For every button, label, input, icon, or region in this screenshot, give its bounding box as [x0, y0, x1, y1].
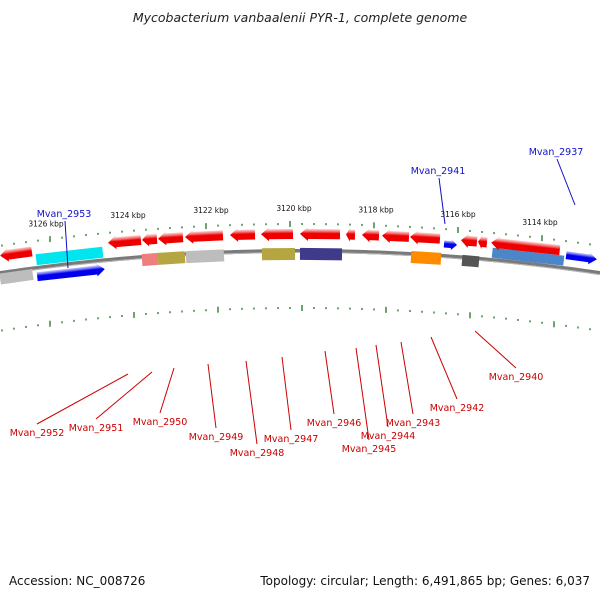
leader-line-Mvan_2946: [324, 350, 335, 415]
cog-box-forward-unlabeled: [491, 247, 565, 266]
leader-line-Mvan_2937: [556, 158, 576, 206]
leader-line-Mvan_2950: [159, 367, 175, 414]
genome-backbone: [0, 248, 600, 276]
gene-label-Mvan_2943: Mvan_2943: [386, 418, 441, 429]
gene-label-Mvan_2949: Mvan_2949: [189, 432, 244, 443]
genome-title: Mycobacterium vanbaalenii PYR-1, complet…: [132, 10, 468, 25]
scale-label: 3124 kbp: [110, 211, 146, 220]
forward-scale-ticks: [1, 221, 591, 247]
scale-label: 3118 kbp: [358, 205, 394, 214]
gene-arrow-Mvan_2951-1: [108, 235, 142, 250]
gene-label-Mvan_2947: Mvan_2947: [264, 434, 319, 445]
reverse-scale-ticks: [1, 305, 591, 332]
cog-box-Mvan_2952: [0, 269, 34, 285]
cog-box-Mvan_2953: [35, 246, 104, 266]
cog-box-Mvan_2942: [410, 250, 442, 265]
gene-label-Mvan_2948: Mvan_2948: [230, 448, 285, 459]
leader-line-Mvan_2951: [95, 371, 153, 420]
leader-line-Mvan_2952: [36, 373, 129, 425]
gene-label-Mvan_2951: Mvan_2951: [69, 423, 124, 434]
gene-label-Mvan_2946: Mvan_2946: [307, 418, 362, 429]
gene-arrow-Mvan_2941: [443, 239, 457, 251]
leader-line-Mvan_2945: [355, 347, 370, 441]
gene-label-Mvan_2940: Mvan_2940: [489, 372, 544, 383]
gene-label-Mvan_2944: Mvan_2944: [361, 431, 416, 442]
gene-arrow-Mvan_2946-6: [261, 227, 294, 242]
cog-box-Mvan_2948: [185, 249, 225, 264]
gene-arrow-Mvan_2945-7: [300, 226, 341, 241]
scale-label: 3120 kbp: [276, 204, 312, 213]
leader-line-Mvan_2947: [281, 356, 292, 431]
cog-box-Mvan_2945: [299, 247, 343, 261]
gene-label-Mvan_2950: Mvan_2950: [133, 417, 188, 428]
gene-arrow-Mvan_2952: [0, 246, 33, 262]
gene-arrow-Mvan_2940-14: [491, 236, 561, 256]
leader-line-Mvan_2940: [474, 330, 517, 369]
gene-arrow-Mvan_2948-4: [185, 229, 224, 244]
cog-box-Mvan_2949: [157, 251, 186, 265]
scale-label: 3122 kbp: [193, 206, 229, 215]
leader-line-Mvan_2948: [245, 360, 258, 445]
gene-label-Mvan_2937: Mvan_2937: [529, 147, 584, 158]
gene-arrow-Mvan_2950-2: [142, 232, 158, 247]
leader-line-Mvan_2941: [438, 177, 446, 225]
cog-box-Mvan_2950: [141, 252, 159, 267]
gene-label-Mvan_2952: Mvan_2952: [10, 428, 65, 439]
gene-arrow-Mvan_2937: [565, 251, 597, 265]
accession-label: Accession: NC_008726: [9, 574, 146, 588]
scale-label: 3116 kbp: [440, 210, 476, 219]
gene-arrow-Mvan_2943-9: [362, 228, 380, 243]
gene-label-Mvan_2953: Mvan_2953: [37, 209, 92, 220]
gene-label-Mvan_2941: Mvan_2941: [411, 166, 466, 177]
genome-backbone-highlight: [0, 251, 600, 276]
gene-arrow-Mvan_2944-8: [346, 227, 356, 242]
leader-line-Mvan_2953: [64, 220, 69, 269]
gene-label-Mvan_2945: Mvan_2945: [342, 444, 397, 455]
leader-line-Mvan_2949: [207, 363, 217, 429]
leader-line-Mvan_2942: [430, 336, 458, 400]
scale-label: 3126 kbp: [28, 219, 64, 228]
gene-arrow-Mvan_2953: [36, 263, 105, 282]
gene-label-Mvan_2942: Mvan_2942: [430, 403, 485, 414]
leader-line-Mvan_2944: [375, 344, 389, 428]
gene-arrow-Mvan_2947-5: [230, 227, 256, 242]
scale-label: 3114 kbp: [522, 218, 558, 227]
gene-arrow-Mvan_2949-3: [158, 231, 184, 246]
gene-arrow-Mvan_2940-13: [478, 235, 488, 250]
leader-line-Mvan_2943: [400, 341, 414, 415]
cog-box-Mvan_2946: [261, 247, 296, 261]
gene-arrow-Mvan_2940-12: [461, 233, 478, 248]
gene-arrow-Mvan_2942-11: [410, 230, 441, 245]
gene-arrow-Mvan_2942-10: [382, 228, 410, 243]
genome-summary: Topology: circular; Length: 6,491,865 bp…: [260, 574, 590, 588]
cog-box-Mvan_2940: [461, 254, 480, 268]
